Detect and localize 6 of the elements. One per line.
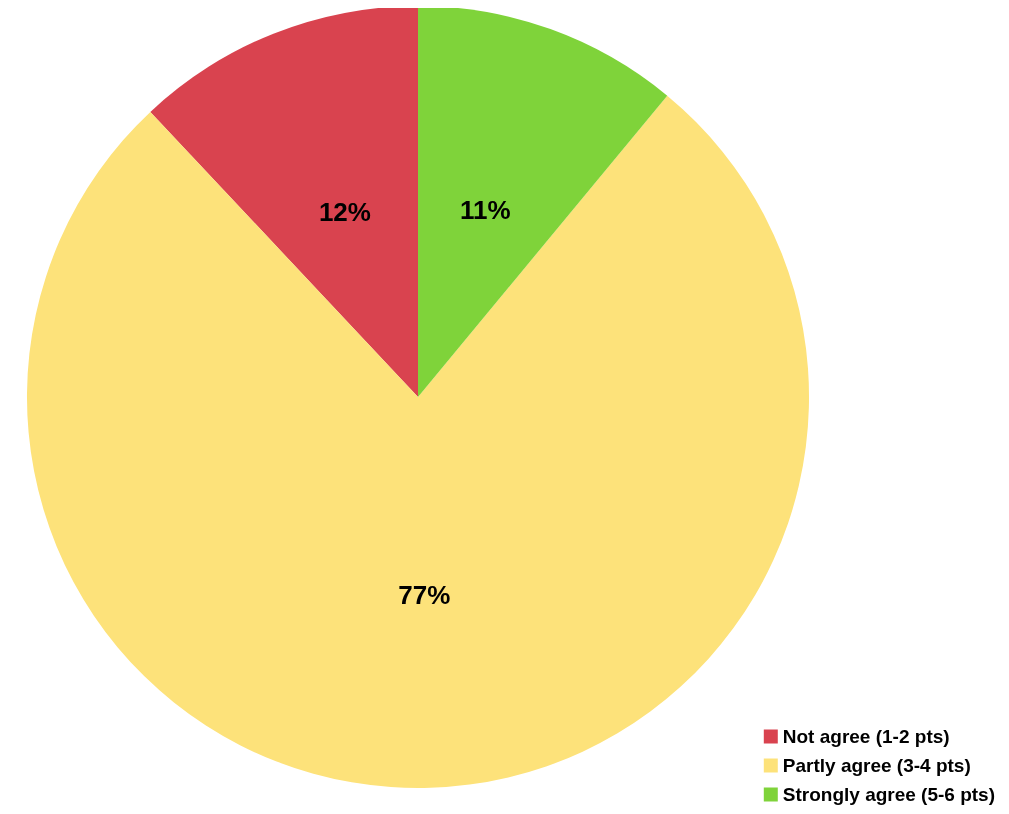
legend-label: Partly agree (3-4 pts) xyxy=(782,755,971,776)
data-label: 77% xyxy=(398,580,451,611)
data-label: 11% xyxy=(459,195,511,226)
legend-label: Strongly agree (5-6 pts) xyxy=(782,784,996,805)
legend-label: Not agree (1-2 pts) xyxy=(782,726,950,747)
data-label: 12% xyxy=(318,197,371,228)
